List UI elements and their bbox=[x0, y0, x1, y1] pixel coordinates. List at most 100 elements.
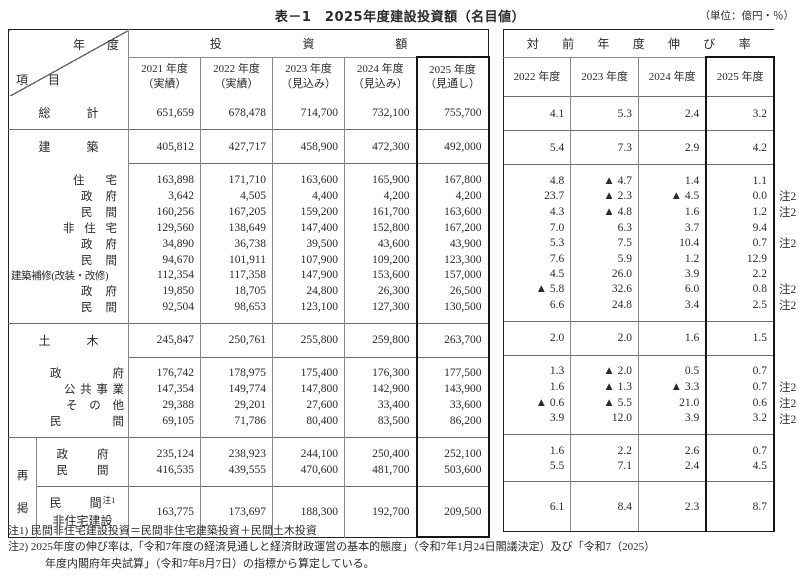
char: 民 bbox=[81, 301, 93, 314]
growth-table: 対前年度伸び率 2022 年度 2023 年度 2024 年度 2025 年度 4.1 5.… bbox=[490, 29, 800, 532]
value-cell: 153,600 bbox=[344, 267, 417, 283]
table-row: 民間 160,256 167,205 159,200 161,700 163,600 bbox=[9, 203, 490, 220]
growth-cell: ▲ 4.8 bbox=[570, 204, 639, 220]
row-label: 民間 bbox=[36, 462, 129, 487]
char: 府 bbox=[105, 285, 118, 298]
note-tag: 注2 bbox=[778, 300, 797, 312]
value-cell: 252,100 bbox=[415, 437, 490, 462]
value-cell: 188,300 bbox=[272, 486, 345, 537]
table-row: 土木 245,847 250,761 255,800 259,800 263,700 bbox=[8, 322, 490, 357]
value-cell: 178,975 bbox=[200, 356, 273, 381]
header-group-row: 対前年度伸び率 bbox=[502, 29, 800, 58]
char: 民 bbox=[56, 465, 69, 477]
year-header: 2025 年度 （見通し） bbox=[415, 56, 490, 96]
table-row: ▲ 5.8 32.6 6.0 0.8 注2 bbox=[502, 281, 800, 297]
row-label-wrap: 民間注1 非住宅建設 bbox=[37, 494, 128, 530]
table-row: 7.6 5.9 1.2 12.9 bbox=[502, 251, 800, 266]
char: 間 bbox=[112, 416, 125, 428]
growth-cell: 4.1 bbox=[502, 96, 571, 131]
table-title: 表－1 2025年度建設投資額（名目値） bbox=[274, 10, 526, 25]
growth-cell: ▲ 4.5 bbox=[638, 188, 707, 204]
note-tag: 注2 bbox=[778, 381, 797, 394]
value-cell: 34,890 bbox=[128, 235, 201, 252]
row-label: 政府 bbox=[9, 236, 129, 252]
value-cell: 4,200 bbox=[344, 187, 417, 204]
value-cell: 732,100 bbox=[344, 96, 417, 130]
value-cell: 678,478 bbox=[200, 96, 273, 130]
value-cell: 127,300 bbox=[344, 298, 417, 323]
char: 他 bbox=[112, 400, 125, 412]
value-cell: 171,710 bbox=[200, 163, 273, 188]
growth-cell: 2.3 bbox=[638, 481, 707, 532]
growth-cell: 4.3 bbox=[502, 204, 571, 220]
row-label-text: 政府 bbox=[81, 188, 117, 204]
value-cell: 149,774 bbox=[200, 381, 273, 397]
value-cell: 83,500 bbox=[344, 413, 417, 438]
growth-cell: 2.0 bbox=[502, 320, 571, 355]
growth-cell: 2.6 bbox=[638, 434, 707, 458]
growth-cell: 21.0 bbox=[638, 394, 707, 411]
table-row: 5.5 7.1 2.4 4.5 bbox=[502, 458, 800, 482]
char: 府 bbox=[105, 238, 118, 251]
note-tag bbox=[774, 251, 800, 266]
value-cell: 147,400 bbox=[272, 219, 345, 236]
note-tag bbox=[774, 355, 800, 379]
footnotes: 注1) 民間非住宅建設投資＝民間非住宅建築投資＋民間土木投資 注2) 2025年度… bbox=[8, 523, 794, 572]
value-cell: 167,205 bbox=[200, 203, 273, 220]
tables-area: 年度項目投資額 2021 年度 （実績） 2022 年度 （実績） 2023 年度 （見込み… bbox=[8, 29, 800, 538]
growth-cell: ▲ 4.7 bbox=[570, 164, 639, 188]
row-label: 政府 bbox=[36, 437, 129, 462]
row-label-text: 政府 bbox=[50, 365, 124, 381]
growth-group-header: 対前年度伸び率 bbox=[502, 29, 774, 58]
growth-cell: 0.7 bbox=[705, 378, 775, 395]
year-header: 2022 年度 （実績） bbox=[200, 57, 273, 96]
char: 政 bbox=[50, 368, 62, 380]
value-cell: 98,653 bbox=[200, 298, 273, 323]
corner-item-text: 項目 bbox=[16, 71, 60, 88]
value-cell: 163,600 bbox=[272, 163, 345, 188]
value-cell: 492,000 bbox=[415, 129, 490, 164]
table-row: ▲ 0.6 ▲ 5.5 21.0 0.6 注2 bbox=[502, 394, 800, 411]
table-row: 4.3 ▲ 4.8 1.6 1.2 注2 bbox=[502, 204, 800, 220]
value-cell: 244,100 bbox=[272, 437, 345, 462]
growth-cell: 3.4 bbox=[638, 297, 707, 321]
char: 資 bbox=[302, 36, 315, 51]
investment-table: 年度項目投資額 2021 年度 （実績） 2022 年度 （実績） 2023 年度 （見込み… bbox=[8, 29, 490, 538]
value-cell: 472,300 bbox=[344, 129, 417, 164]
char: 掲 bbox=[16, 502, 29, 515]
char: 政 bbox=[56, 449, 69, 461]
investment-table-grid: 年度項目投資額 2021 年度 （実績） 2022 年度 （実績） 2023 年度 （見込み… bbox=[8, 29, 490, 538]
char: 年 bbox=[597, 36, 610, 51]
value-cell: 130,500 bbox=[415, 298, 490, 323]
row-label-wrap: 公共事業 bbox=[9, 381, 128, 397]
table-row: 1.6 2.2 2.6 0.7 bbox=[502, 434, 800, 458]
row-label-wrap: 非住宅 bbox=[9, 220, 128, 236]
note-tag: 注2 bbox=[778, 397, 797, 410]
table-row: 4.8 ▲ 4.7 1.4 1.1 bbox=[502, 164, 800, 188]
growth-cell: 6.0 bbox=[638, 281, 707, 297]
growth-cell: 2.5 bbox=[705, 297, 775, 321]
value-cell: 255,800 bbox=[272, 322, 345, 357]
value-cell: 173,697 bbox=[200, 486, 273, 537]
char: 総 bbox=[38, 106, 51, 120]
value-cell: 43,600 bbox=[344, 235, 417, 252]
row-label-text: 住宅 bbox=[73, 172, 117, 188]
table-row: 建築補修(改装・改修) 112,354 117,358 147,900 153,600 1… bbox=[9, 267, 490, 283]
growth-cell: 1.5 bbox=[705, 320, 775, 355]
growth-cell: 2.2 bbox=[570, 434, 639, 458]
value-cell: 163,600 bbox=[415, 203, 490, 220]
row-label-text: 民間 bbox=[81, 299, 117, 315]
value-cell: 4,400 bbox=[272, 187, 345, 204]
note-tag: 注2 bbox=[778, 284, 797, 296]
value-cell: 4,200 bbox=[415, 187, 490, 204]
growth-cell: 3.9 bbox=[502, 410, 571, 435]
growth-cell: 8.4 bbox=[570, 481, 639, 532]
growth-cell: 1.6 bbox=[502, 434, 571, 458]
growth-cell: 4.5 bbox=[502, 266, 571, 281]
value-cell: 33,600 bbox=[415, 397, 490, 413]
row-label: 政府 bbox=[9, 283, 129, 299]
char: 築 bbox=[86, 140, 99, 155]
row-label-wrap: 土木 bbox=[9, 332, 128, 349]
growth-cell: 3.7 bbox=[638, 220, 707, 235]
growth-cell: 0.7 bbox=[705, 235, 775, 251]
